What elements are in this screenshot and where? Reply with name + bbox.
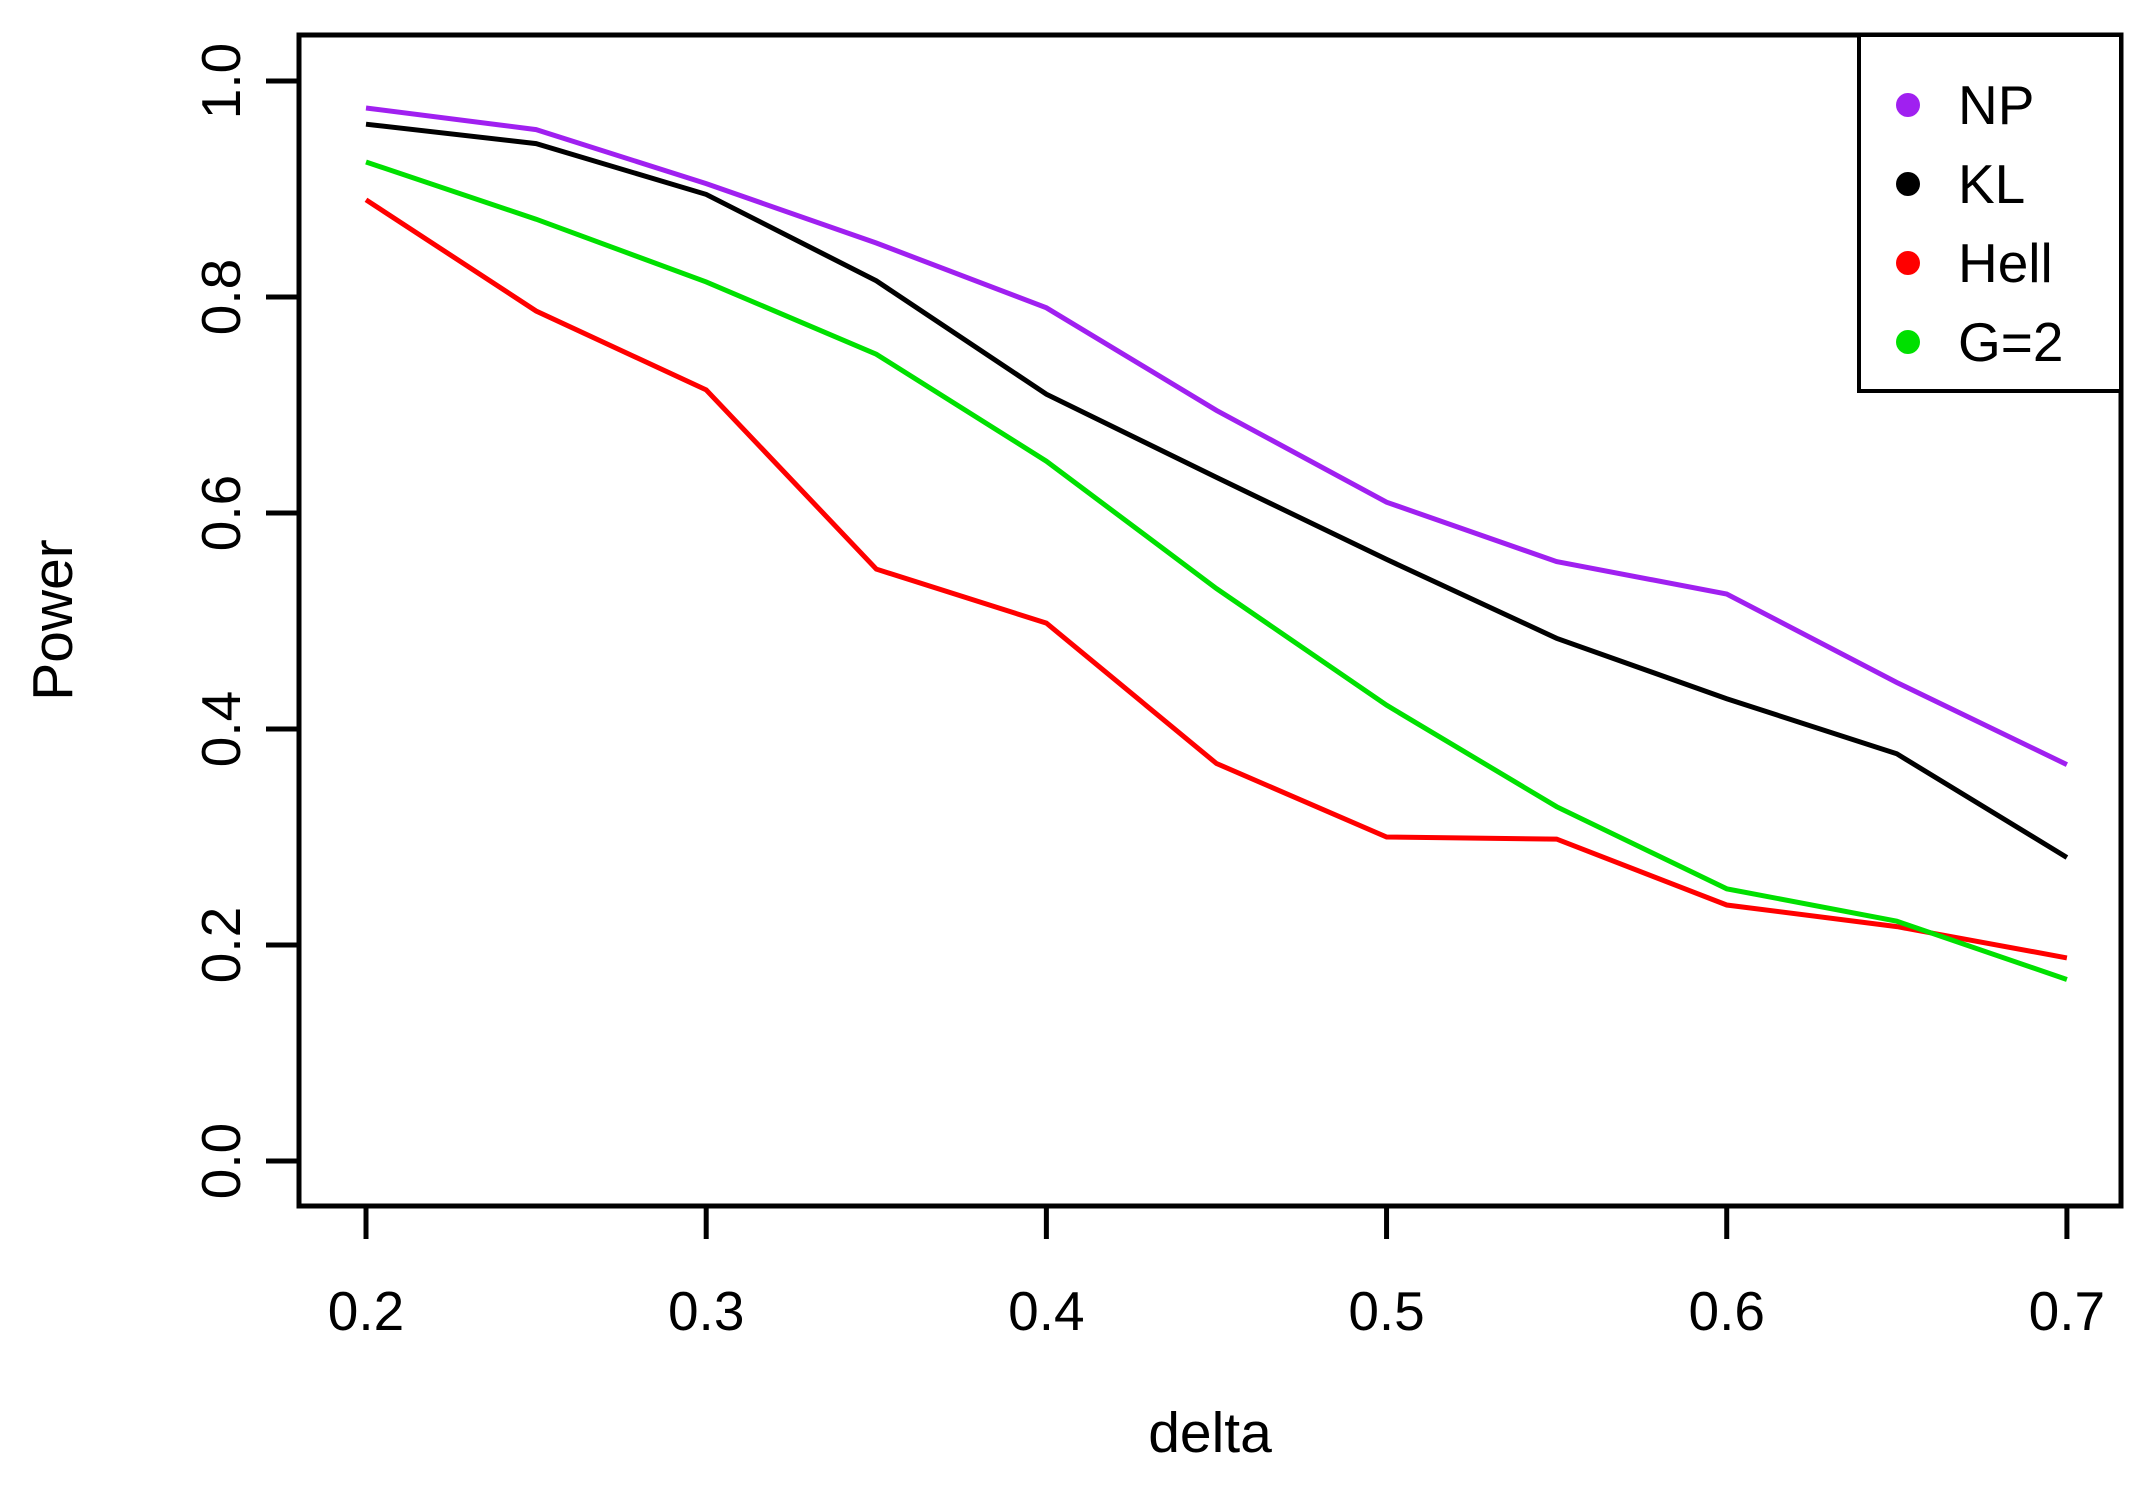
legend-label-g-2: G=2 <box>1958 311 2064 373</box>
y-tick-label: 0.6 <box>190 475 252 551</box>
legend-marker-hell <box>1896 251 1920 275</box>
series-line-g-2 <box>365 159 2068 982</box>
y-tick-label: 0.2 <box>190 907 252 983</box>
plot-border <box>296 32 2124 1209</box>
x-tick-label: 0.6 <box>1688 1280 1764 1342</box>
legend-label-hell: Hell <box>1958 232 2053 294</box>
y-tick-label: 1.0 <box>190 43 252 119</box>
series-lines <box>364 105 2069 982</box>
y-tick-label: 0.0 <box>190 1123 252 1199</box>
legend-marker-g-2 <box>1896 330 1920 354</box>
legend-label-np: NP <box>1958 74 2034 136</box>
x-tick-label: 0.3 <box>668 1280 744 1342</box>
legend: NP KL Hell G=2 <box>1857 33 2123 393</box>
x-axis-ticks: 0.2 0.3 0.4 0.5 0.6 0.7 <box>328 1206 2105 1342</box>
series-line-kl <box>365 121 2069 860</box>
x-tick-label: 0.2 <box>328 1280 404 1342</box>
y-tick-label: 0.8 <box>190 259 252 335</box>
x-tick-label: 0.7 <box>2029 1280 2105 1342</box>
series-line-np <box>365 105 2068 767</box>
x-axis-label: delta <box>1148 1401 1272 1465</box>
series-line-hell <box>364 197 2068 961</box>
legend-marker-np <box>1896 93 1920 117</box>
legend-marker-kl <box>1896 172 1920 196</box>
y-tick-label: 0.4 <box>190 691 252 767</box>
y-axis-ticks: 0.0 0.2 0.4 0.6 0.8 1.0 <box>190 43 299 1199</box>
legend-label-kl: KL <box>1958 153 2025 215</box>
x-tick-label: 0.4 <box>1008 1280 1084 1342</box>
y-axis-label: Power <box>21 539 85 701</box>
x-tick-label: 0.5 <box>1348 1280 1424 1342</box>
